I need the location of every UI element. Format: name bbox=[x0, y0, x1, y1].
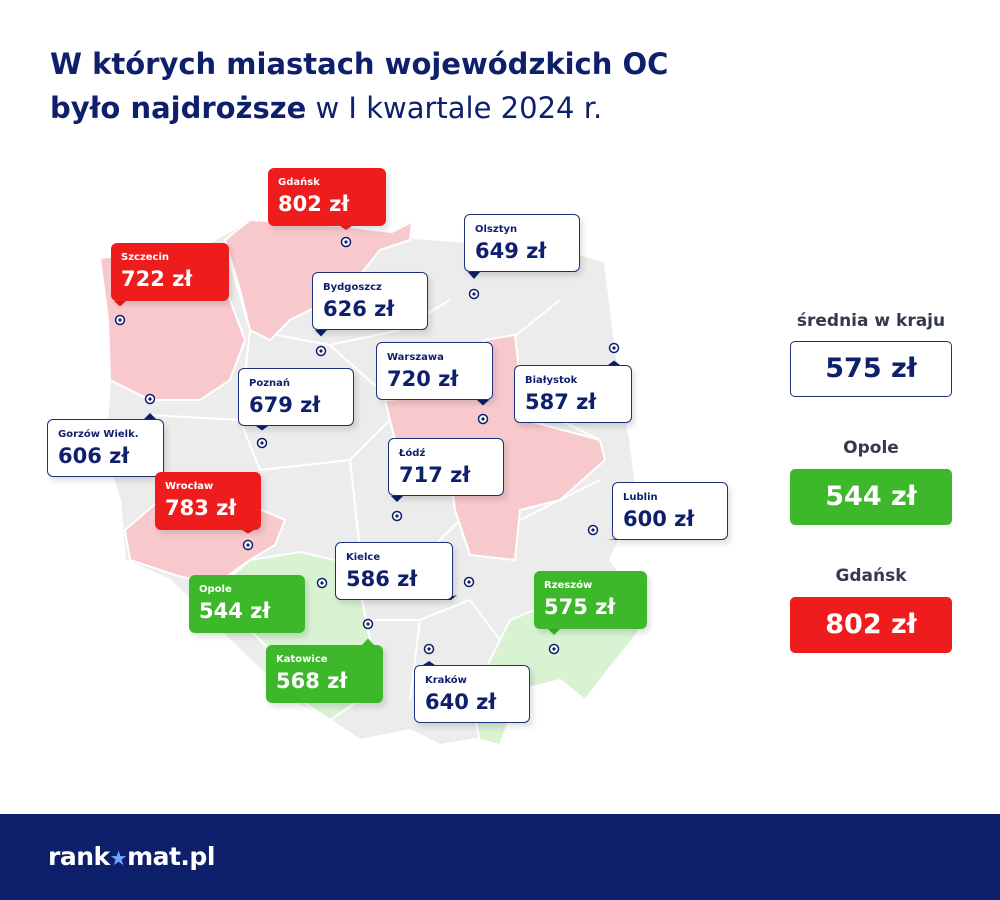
callout-bydgoszcz: Bydgoszcz 626 zł bbox=[312, 272, 428, 330]
callout-city-name: Gorzów Wielk. bbox=[58, 429, 139, 440]
legend-max-value: 802 zł bbox=[790, 597, 952, 653]
callout-value: 783 zł bbox=[165, 496, 237, 520]
callout-value: 568 zł bbox=[276, 669, 348, 693]
callout-pointer bbox=[608, 360, 620, 365]
callout-opole: Opole 544 zł bbox=[189, 575, 305, 633]
city-dot-core bbox=[366, 622, 370, 626]
title-line-2: było najdroższe w I kwartale 2024 r. bbox=[50, 86, 810, 130]
callout-pointer bbox=[548, 629, 560, 635]
callout-city-name: Wrocław bbox=[165, 481, 214, 492]
city-dot-core bbox=[344, 240, 348, 244]
callout-value: 720 zł bbox=[387, 367, 459, 391]
callout-value: 722 zł bbox=[121, 267, 193, 291]
star-icon: ★ bbox=[109, 846, 128, 870]
city-dot-core bbox=[427, 647, 431, 651]
callout-city-name: Katowice bbox=[276, 654, 328, 665]
city-dot-core bbox=[148, 397, 152, 401]
callout-pointer bbox=[144, 413, 156, 419]
city-dot-core bbox=[260, 441, 264, 445]
page-title: W których miastach wojewódzkich OC było … bbox=[50, 42, 810, 130]
city-dot-core bbox=[319, 349, 323, 353]
callout-kraków: Kraków 640 zł bbox=[414, 665, 530, 723]
callout-value: 606 zł bbox=[58, 444, 130, 468]
legend-max-label: Gdańsk bbox=[835, 566, 907, 586]
city-dot-core bbox=[481, 417, 485, 421]
city-dot-core bbox=[552, 647, 556, 651]
title-line-2-bold: było najdroższe bbox=[50, 91, 307, 125]
callout-value: 600 zł bbox=[623, 507, 695, 531]
city-dot-core bbox=[591, 528, 595, 532]
city-dot-core bbox=[472, 292, 476, 296]
callout-city-name: Łódź bbox=[399, 448, 426, 459]
callout-city-name: Olsztyn bbox=[475, 224, 518, 235]
brand-logo-right: mat.pl bbox=[127, 842, 215, 871]
callout-pointer bbox=[242, 530, 254, 534]
callout-pointer bbox=[391, 496, 403, 502]
callout-value: 586 zł bbox=[346, 567, 418, 591]
callout-katowice: Katowice 568 zł bbox=[266, 645, 383, 703]
city-dot-core bbox=[246, 543, 250, 547]
legend-min-label: Opole bbox=[843, 438, 899, 458]
callout-city-name: Szczecin bbox=[121, 252, 170, 263]
title-line-2-rest: w I kwartale 2024 r. bbox=[306, 91, 603, 125]
city-dot-core bbox=[118, 318, 122, 322]
callout-city-name: Kielce bbox=[346, 552, 381, 563]
footer-bar: rank★mat.pl bbox=[0, 814, 1000, 900]
callout-value: 717 zł bbox=[399, 463, 471, 487]
callout-value: 587 zł bbox=[525, 390, 597, 414]
callout-warszawa: Warszawa 720 zł bbox=[376, 342, 493, 400]
callout-łódź: Łódź 717 zł bbox=[388, 438, 504, 496]
callout-gdańsk: Gdańsk 802 zł bbox=[268, 168, 386, 226]
city-dot-core bbox=[320, 581, 324, 585]
callout-city-name: Bydgoszcz bbox=[323, 282, 382, 293]
callout-kielce: Kielce 586 zł bbox=[335, 542, 453, 600]
callout-pointer bbox=[362, 638, 374, 645]
brand-logo[interactable]: rank★mat.pl bbox=[48, 842, 215, 871]
city-dot-core bbox=[467, 580, 471, 584]
callout-city-name: Gdańsk bbox=[278, 177, 320, 188]
callout-city-name: Białystok bbox=[525, 375, 578, 386]
city-dot-core bbox=[612, 346, 616, 350]
callout-olsztyn: Olsztyn 649 zł bbox=[464, 214, 580, 272]
legend-avg-value: 575 zł bbox=[790, 341, 952, 397]
callout-pointer bbox=[477, 400, 489, 406]
callout-value: 575 zł bbox=[544, 595, 616, 619]
callout-city-name: Warszawa bbox=[387, 352, 444, 363]
callout-value: 649 zł bbox=[475, 239, 547, 263]
callout-city-name: Kraków bbox=[425, 675, 467, 686]
callout-value: 544 zł bbox=[199, 599, 271, 623]
legend-min-value: 544 zł bbox=[790, 469, 952, 525]
callout-value: 802 zł bbox=[278, 192, 350, 216]
callout-rzeszów: Rzeszów 575 zł bbox=[534, 571, 647, 629]
callout-city-name: Rzeszów bbox=[544, 580, 593, 591]
callout-city-name: Poznań bbox=[249, 378, 291, 389]
callout-pointer bbox=[315, 330, 327, 337]
callout-pointer bbox=[256, 426, 268, 431]
callout-value: 626 zł bbox=[323, 297, 395, 321]
callout-szczecin: Szczecin 722 zł bbox=[111, 243, 229, 301]
legend-avg-label: średnia w kraju bbox=[796, 311, 946, 331]
callout-białystok: Białystok 587 zł bbox=[514, 365, 632, 423]
callout-poznań: Poznań 679 zł bbox=[238, 368, 354, 426]
callout-lublin: Lublin 600 zł bbox=[612, 482, 728, 540]
callout-pointer bbox=[340, 226, 352, 230]
title-line-1: W których miastach wojewódzkich OC bbox=[50, 47, 669, 81]
callout-value: 679 zł bbox=[249, 393, 321, 417]
brand-logo-left: rank bbox=[48, 842, 110, 871]
callout-city-name: Opole bbox=[199, 584, 232, 595]
callout-city-name: Lublin bbox=[623, 492, 658, 503]
callout-wrocław: Wrocław 783 zł bbox=[155, 472, 261, 530]
city-dots bbox=[114, 226, 626, 665]
city-dot-core bbox=[395, 514, 399, 518]
callout-value: 640 zł bbox=[425, 690, 497, 714]
callout-pointer bbox=[468, 272, 480, 279]
callout-pointer bbox=[114, 301, 126, 307]
callout-gorzów-wielk-: Gorzów Wielk. 606 zł bbox=[47, 419, 164, 477]
callout-pointer bbox=[423, 661, 435, 665]
